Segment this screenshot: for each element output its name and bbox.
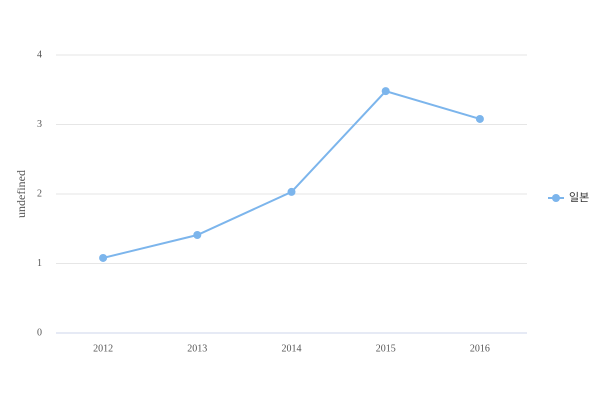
- data-point: [475, 114, 484, 123]
- y-tick-label: 4: [37, 49, 42, 60]
- data-point: [99, 253, 108, 262]
- y-axis-label: undefined: [14, 170, 28, 218]
- legend-marker: [552, 194, 560, 202]
- x-tick-label: 2014: [282, 343, 302, 354]
- x-tick-label: 2016: [470, 343, 490, 354]
- series-line: [102, 90, 481, 259]
- legend-label[interactable]: 일본: [569, 190, 589, 204]
- x-tick-label: 2015: [376, 343, 396, 354]
- y-tick-label: 2: [37, 188, 42, 199]
- y-tick-label: 3: [37, 119, 42, 130]
- y-tick-label: 0: [37, 327, 42, 338]
- data-point: [287, 187, 296, 196]
- data-point: [193, 231, 202, 240]
- y-tick-label: 1: [37, 258, 42, 269]
- x-tick-label: 2012: [93, 343, 113, 354]
- x-tick-label: 2013: [187, 343, 207, 354]
- data-point: [381, 87, 390, 96]
